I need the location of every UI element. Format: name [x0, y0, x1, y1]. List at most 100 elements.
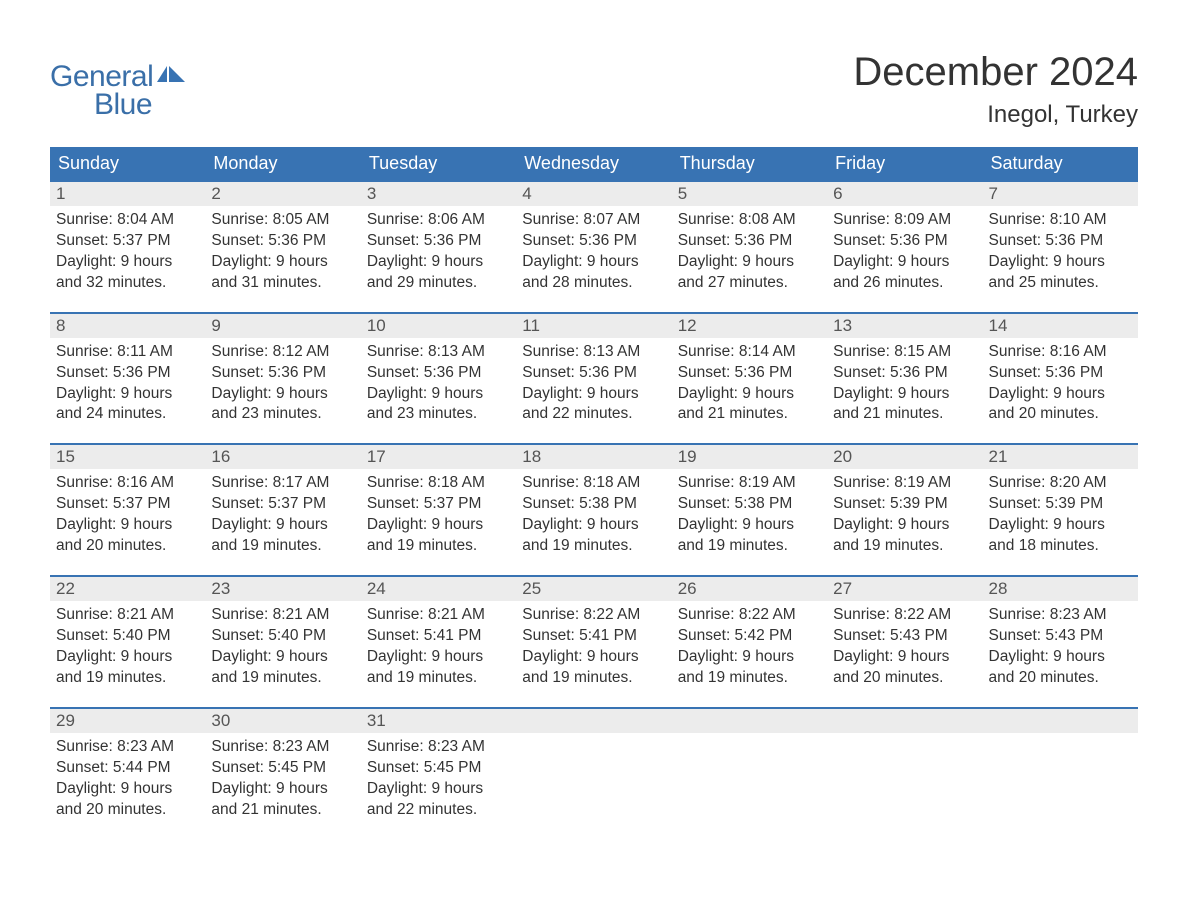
day-content: Sunrise: 8:21 AMSunset: 5:40 PMDaylight:… — [205, 601, 360, 689]
day-cell: 19Sunrise: 8:19 AMSunset: 5:38 PMDayligh… — [672, 443, 827, 557]
day-number: 15 — [50, 443, 205, 469]
day-cell: 17Sunrise: 8:18 AMSunset: 5:37 PMDayligh… — [361, 443, 516, 557]
day-cell: 4Sunrise: 8:07 AMSunset: 5:36 PMDaylight… — [516, 180, 671, 294]
day-number: 3 — [361, 180, 516, 206]
sunset-line: Sunset: 5:36 PM — [833, 363, 976, 384]
day-cell: 14Sunrise: 8:16 AMSunset: 5:36 PMDayligh… — [983, 312, 1138, 426]
day-headers-row: Sunday Monday Tuesday Wednesday Thursday… — [50, 147, 1138, 180]
sunrise-line: Sunrise: 8:14 AM — [678, 342, 821, 363]
day-cell: 7Sunrise: 8:10 AMSunset: 5:36 PMDaylight… — [983, 180, 1138, 294]
day-number: 24 — [361, 575, 516, 601]
day-number — [672, 707, 827, 733]
sunrise-line: Sunrise: 8:13 AM — [367, 342, 510, 363]
day-number: 28 — [983, 575, 1138, 601]
logo-text-blue: Blue — [94, 88, 152, 122]
day-number: 27 — [827, 575, 982, 601]
daylight-line: Daylight: 9 hours and 19 minutes. — [367, 647, 510, 689]
day-content: Sunrise: 8:17 AMSunset: 5:37 PMDaylight:… — [205, 469, 360, 557]
day-content: Sunrise: 8:13 AMSunset: 5:36 PMDaylight:… — [516, 338, 671, 426]
day-content: Sunrise: 8:18 AMSunset: 5:37 PMDaylight:… — [361, 469, 516, 557]
day-number: 1 — [50, 180, 205, 206]
day-content: Sunrise: 8:13 AMSunset: 5:36 PMDaylight:… — [361, 338, 516, 426]
sunrise-line: Sunrise: 8:21 AM — [367, 605, 510, 626]
day-number: 9 — [205, 312, 360, 338]
sunrise-line: Sunrise: 8:08 AM — [678, 210, 821, 231]
sunrise-line: Sunrise: 8:06 AM — [367, 210, 510, 231]
day-content: Sunrise: 8:21 AMSunset: 5:40 PMDaylight:… — [50, 601, 205, 689]
sunrise-line: Sunrise: 8:23 AM — [211, 737, 354, 758]
day-cell: 24Sunrise: 8:21 AMSunset: 5:41 PMDayligh… — [361, 575, 516, 689]
day-content: Sunrise: 8:05 AMSunset: 5:36 PMDaylight:… — [205, 206, 360, 294]
day-content: Sunrise: 8:11 AMSunset: 5:36 PMDaylight:… — [50, 338, 205, 426]
daylight-line: Daylight: 9 hours and 22 minutes. — [522, 384, 665, 426]
day-content: Sunrise: 8:04 AMSunset: 5:37 PMDaylight:… — [50, 206, 205, 294]
daylight-line: Daylight: 9 hours and 20 minutes. — [56, 515, 199, 557]
location-label: Inegol, Turkey — [853, 101, 1138, 129]
day-number: 22 — [50, 575, 205, 601]
day-cell — [516, 707, 671, 821]
day-header-friday: Friday — [827, 147, 982, 180]
day-content: Sunrise: 8:12 AMSunset: 5:36 PMDaylight:… — [205, 338, 360, 426]
sunset-line: Sunset: 5:37 PM — [367, 494, 510, 515]
sunset-line: Sunset: 5:39 PM — [833, 494, 976, 515]
week-row: 15Sunrise: 8:16 AMSunset: 5:37 PMDayligh… — [50, 443, 1138, 557]
day-number: 6 — [827, 180, 982, 206]
day-number: 13 — [827, 312, 982, 338]
day-number — [827, 707, 982, 733]
sunset-line: Sunset: 5:36 PM — [211, 363, 354, 384]
day-cell: 9Sunrise: 8:12 AMSunset: 5:36 PMDaylight… — [205, 312, 360, 426]
daylight-line: Daylight: 9 hours and 19 minutes. — [367, 515, 510, 557]
day-number: 12 — [672, 312, 827, 338]
day-cell: 18Sunrise: 8:18 AMSunset: 5:38 PMDayligh… — [516, 443, 671, 557]
day-number: 7 — [983, 180, 1138, 206]
day-cell — [672, 707, 827, 821]
sunset-line: Sunset: 5:36 PM — [989, 231, 1132, 252]
day-content: Sunrise: 8:23 AMSunset: 5:43 PMDaylight:… — [983, 601, 1138, 689]
sunset-line: Sunset: 5:36 PM — [522, 363, 665, 384]
day-cell: 27Sunrise: 8:22 AMSunset: 5:43 PMDayligh… — [827, 575, 982, 689]
sunrise-line: Sunrise: 8:22 AM — [833, 605, 976, 626]
day-cell: 16Sunrise: 8:17 AMSunset: 5:37 PMDayligh… — [205, 443, 360, 557]
day-cell: 8Sunrise: 8:11 AMSunset: 5:36 PMDaylight… — [50, 312, 205, 426]
sunset-line: Sunset: 5:36 PM — [211, 231, 354, 252]
daylight-line: Daylight: 9 hours and 20 minutes. — [989, 647, 1132, 689]
daylight-line: Daylight: 9 hours and 19 minutes. — [678, 515, 821, 557]
day-content: Sunrise: 8:15 AMSunset: 5:36 PMDaylight:… — [827, 338, 982, 426]
day-number: 21 — [983, 443, 1138, 469]
day-number — [983, 707, 1138, 733]
day-header-wednesday: Wednesday — [516, 147, 671, 180]
sunrise-line: Sunrise: 8:18 AM — [367, 473, 510, 494]
sunset-line: Sunset: 5:36 PM — [833, 231, 976, 252]
daylight-line: Daylight: 9 hours and 20 minutes. — [989, 384, 1132, 426]
day-content: Sunrise: 8:09 AMSunset: 5:36 PMDaylight:… — [827, 206, 982, 294]
sunrise-line: Sunrise: 8:21 AM — [211, 605, 354, 626]
daylight-line: Daylight: 9 hours and 18 minutes. — [989, 515, 1132, 557]
sunset-line: Sunset: 5:39 PM — [989, 494, 1132, 515]
week-row: 22Sunrise: 8:21 AMSunset: 5:40 PMDayligh… — [50, 575, 1138, 689]
day-cell: 20Sunrise: 8:19 AMSunset: 5:39 PMDayligh… — [827, 443, 982, 557]
day-number: 10 — [361, 312, 516, 338]
day-cell: 26Sunrise: 8:22 AMSunset: 5:42 PMDayligh… — [672, 575, 827, 689]
day-header-sunday: Sunday — [50, 147, 205, 180]
daylight-line: Daylight: 9 hours and 29 minutes. — [367, 252, 510, 294]
day-cell: 2Sunrise: 8:05 AMSunset: 5:36 PMDaylight… — [205, 180, 360, 294]
day-number: 4 — [516, 180, 671, 206]
day-cell: 23Sunrise: 8:21 AMSunset: 5:40 PMDayligh… — [205, 575, 360, 689]
day-cell: 1Sunrise: 8:04 AMSunset: 5:37 PMDaylight… — [50, 180, 205, 294]
daylight-line: Daylight: 9 hours and 27 minutes. — [678, 252, 821, 294]
day-content: Sunrise: 8:14 AMSunset: 5:36 PMDaylight:… — [672, 338, 827, 426]
day-content: Sunrise: 8:07 AMSunset: 5:36 PMDaylight:… — [516, 206, 671, 294]
sunset-line: Sunset: 5:38 PM — [522, 494, 665, 515]
day-number — [516, 707, 671, 733]
sunset-line: Sunset: 5:40 PM — [211, 626, 354, 647]
day-cell: 29Sunrise: 8:23 AMSunset: 5:44 PMDayligh… — [50, 707, 205, 821]
sunrise-line: Sunrise: 8:15 AM — [833, 342, 976, 363]
sunset-line: Sunset: 5:36 PM — [367, 363, 510, 384]
sunset-line: Sunset: 5:45 PM — [211, 758, 354, 779]
sunset-line: Sunset: 5:36 PM — [989, 363, 1132, 384]
day-content: Sunrise: 8:19 AMSunset: 5:38 PMDaylight:… — [672, 469, 827, 557]
week-row: 1Sunrise: 8:04 AMSunset: 5:37 PMDaylight… — [50, 180, 1138, 294]
sunrise-line: Sunrise: 8:16 AM — [989, 342, 1132, 363]
sunrise-line: Sunrise: 8:05 AM — [211, 210, 354, 231]
day-number: 25 — [516, 575, 671, 601]
